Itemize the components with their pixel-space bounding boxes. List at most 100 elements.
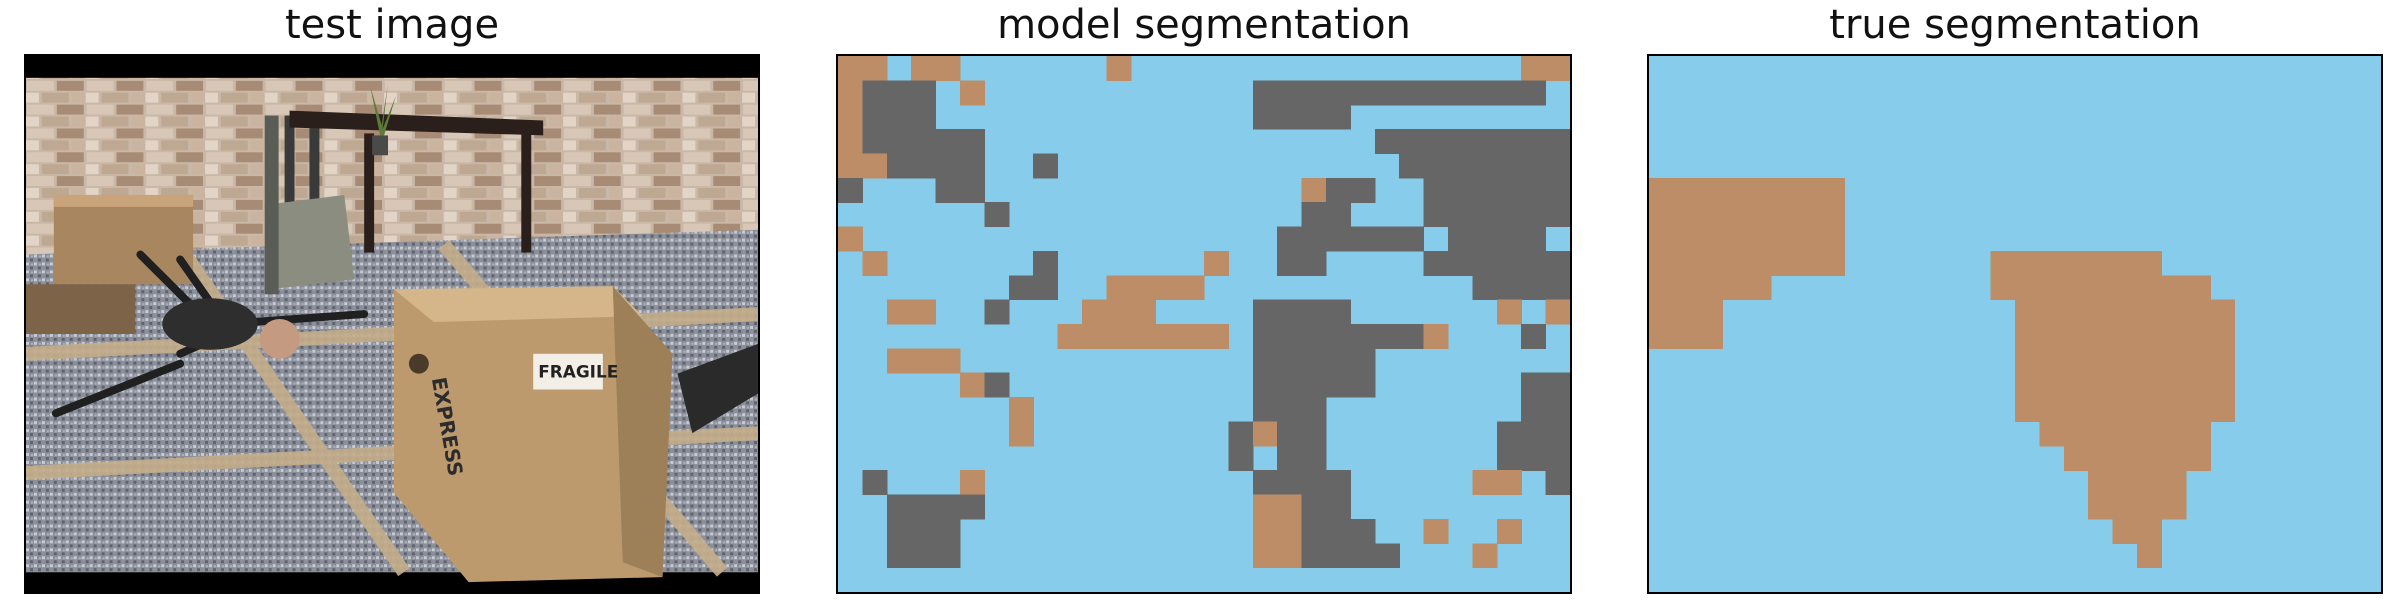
segmentation-cell-tan: [1697, 177, 1723, 203]
segmentation-cell-tan: [1649, 250, 1674, 276]
segmentation-cell-tan: [2088, 421, 2114, 447]
segmentation-cell-tan: [2039, 397, 2065, 423]
segmentation-cell-gray: [984, 299, 1010, 325]
segmentation-cell-gray: [1447, 80, 1473, 106]
segmentation-cell-tan: [2039, 324, 2065, 349]
segmentation-cell-tan: [2088, 324, 2114, 349]
panel-title: test image: [284, 2, 500, 48]
segmentation-cell-tan: [2039, 372, 2065, 398]
segmentation-cell-gray: [1496, 80, 1522, 106]
segmentation-cell-gray: [1301, 324, 1327, 349]
segmentation-cell-tan: [2161, 299, 2187, 325]
segmentation-cell-gray: [1252, 104, 1278, 130]
segmentation-cell-gray: [1350, 324, 1376, 349]
segmentation-cell-gray: [1399, 226, 1425, 252]
segmentation-cell-tan: [2137, 324, 2162, 349]
segmentation-cell-tan: [1496, 299, 1522, 325]
box-label-text: FRAGILE: [538, 362, 618, 382]
segmentation-cell-tan: [2039, 250, 2065, 276]
segmentation-cell-tan: [911, 299, 937, 325]
segmentation-cell-gray: [1545, 445, 1570, 471]
segmentation-cell-tan: [1795, 177, 1821, 203]
segmentation-cell-tan: [1673, 299, 1699, 325]
segmentation-cell-gray: [1496, 226, 1522, 252]
segmentation-cell-gray: [1496, 275, 1522, 301]
warehouse-scene-photo: EXPRESS FRAGILE: [26, 56, 758, 592]
segmentation-cell-tan: [886, 299, 912, 325]
segmentation-cell-gray: [911, 153, 937, 179]
segmentation-cell-gray: [1301, 372, 1327, 398]
segmentation-cell-gray: [1545, 250, 1570, 276]
segmentation-cell-gray: [1301, 348, 1327, 374]
segmentation-cell-tan: [838, 56, 863, 81]
segmentation-cell-gray: [1277, 397, 1303, 423]
segmentation-cell-tan: [2112, 372, 2138, 398]
segmentation-cell-gray: [886, 543, 912, 569]
segmentation-cell-gray: [1228, 421, 1254, 447]
segmentation-cell-tan: [1697, 226, 1723, 252]
segmentation-cell-gray: [1399, 153, 1425, 179]
segmentation-cell-tan: [2015, 348, 2040, 374]
panel-title: true segmentation: [1829, 2, 2201, 48]
segmentation-cell-gray: [1521, 250, 1547, 276]
segmentation-cell-gray: [1496, 250, 1522, 276]
segmentation-cell-tan: [1649, 202, 1674, 228]
segmentation-cell-tan: [2088, 494, 2114, 520]
segmentation-cell-tan: [2137, 518, 2162, 544]
segmentation-cell-gray: [1521, 324, 1547, 349]
segmentation-cell-tan: [1673, 202, 1699, 228]
segmentation-cell-tan: [1795, 226, 1821, 252]
segmentation-cell-tan: [1649, 275, 1674, 301]
segmentation-cell-tan: [2015, 299, 2040, 325]
segmentation-cell-gray: [1326, 299, 1351, 325]
segmentation-cell-tan: [862, 153, 888, 179]
segmentation-cell-gray: [960, 494, 985, 520]
segmentation-cell-tan: [1697, 250, 1723, 276]
segmentation-cell-tan: [1521, 56, 1547, 81]
segmentation-cell-tan: [2185, 348, 2211, 374]
segmentation-cell-gray: [1545, 421, 1570, 447]
segmentation-cell-tan: [2112, 324, 2138, 349]
segmentation-cell-tan: [1697, 202, 1723, 228]
segmentation-cell-tan: [2137, 250, 2162, 276]
segmentation-cell-gray: [1545, 153, 1570, 179]
segmentation-cell-gray: [1252, 80, 1278, 106]
segmentation-cell-gray: [1521, 226, 1547, 252]
segmentation-cell-tan: [2137, 348, 2162, 374]
segmentation-cell-tan: [1673, 250, 1699, 276]
segmentation-cell-gray: [1326, 518, 1351, 544]
segmentation-cell-gray: [1472, 202, 1498, 228]
segmentation-cell-gray: [1277, 80, 1303, 106]
segmentation-cell-tan: [911, 348, 937, 374]
segmentation-cell-gray: [1350, 543, 1376, 569]
segmentation-cell-tan: [2112, 348, 2138, 374]
segmentation-cell-tan: [2088, 372, 2114, 398]
segmentation-cell-gray: [1252, 348, 1278, 374]
segmentation-cell-tan: [2063, 324, 2089, 349]
segmentation-cell-tan: [2161, 275, 2187, 301]
segmentation-cell-gray: [1521, 202, 1547, 228]
segmentation-cell-tan: [1746, 250, 1772, 276]
segmentation-cell-gray: [1033, 250, 1059, 276]
model-segmentation-map: [836, 54, 1572, 594]
segmentation-cell-tan: [2137, 494, 2162, 520]
segmentation-cell-gray: [1472, 80, 1498, 106]
segmentation-cell-tan: [838, 104, 863, 130]
segmentation-cell-tan: [2185, 299, 2211, 325]
segmentation-cell-tan: [2112, 494, 2138, 520]
segmentation-cell-tan: [1008, 421, 1034, 447]
segmentation-cell-gray: [1301, 250, 1327, 276]
segmentation-cell-tan: [2137, 397, 2162, 423]
segmentation-cell-tan: [1106, 324, 1132, 349]
segmentation-cell-tan: [1697, 299, 1723, 325]
segmentation-cell-tan: [1746, 177, 1772, 203]
segmentation-cell-gray: [1545, 177, 1570, 203]
segmentation-cell-tan: [2137, 299, 2162, 325]
segmentation-cell-gray: [1521, 372, 1547, 398]
test-image: EXPRESS FRAGILE: [24, 54, 760, 594]
segmentation-cell-tan: [1722, 202, 1748, 228]
segmentation-cell-gray: [1447, 226, 1473, 252]
segmentation-cell-gray: [838, 177, 863, 203]
segmentation-cell-tan: [2137, 275, 2162, 301]
segmentation-cell-tan: [2063, 275, 2089, 301]
